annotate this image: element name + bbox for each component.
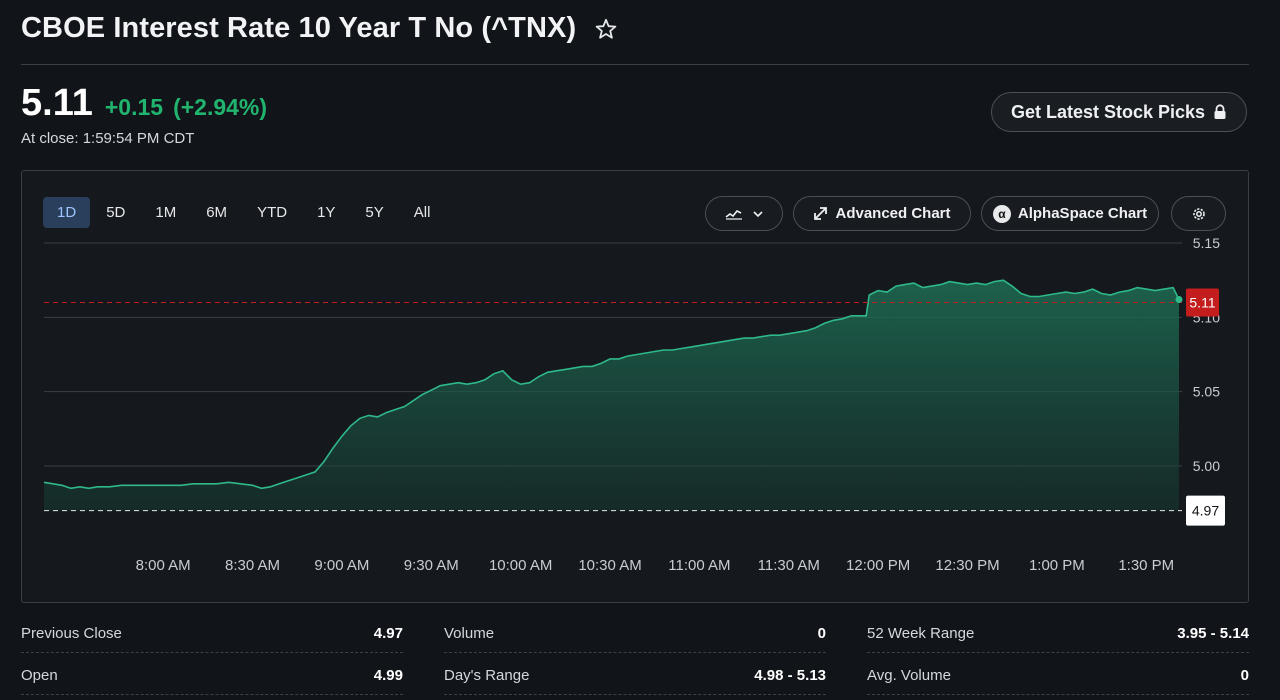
- x-tick-label: 11:00 AM: [668, 557, 730, 574]
- stat-label: Volume: [444, 624, 495, 642]
- chart-settings-button[interactable]: [1171, 196, 1226, 231]
- stat-label: Day's Range: [444, 666, 530, 684]
- chart-type-dropdown[interactable]: [705, 196, 783, 231]
- range-tab-all[interactable]: All: [413, 204, 431, 221]
- key-stats: Previous Close 4.97 Open 4.99 Volume 0 D…: [21, 612, 1249, 700]
- x-tick-label: 8:30 AM: [225, 557, 280, 574]
- y-tick-label: 5.00: [1193, 458, 1220, 474]
- x-tick-label: 1:00 PM: [1029, 557, 1085, 574]
- alphaspace-chart-label: AlphaSpace Chart: [1017, 205, 1148, 222]
- stats-column-3: 52 Week Range 3.95 - 5.14 Avg. Volume 0: [867, 612, 1249, 696]
- x-tick-label: 10:30 AM: [578, 557, 641, 574]
- range-tab-1m[interactable]: 1M: [155, 204, 177, 221]
- x-tick-label: 8:00 AM: [136, 557, 191, 574]
- x-tick-label: 9:30 AM: [404, 557, 459, 574]
- price-chart[interactable]: 5.155.105.055.004.975.118:00 AM 8:30 AM 9:…: [22, 171, 1248, 602]
- get-stock-picks-label: Get Latest Stock Picks: [1010, 101, 1206, 122]
- range-tab-6m[interactable]: 6M: [206, 204, 228, 221]
- last-price-dot: [1175, 295, 1183, 303]
- previous-close-marker: [1186, 495, 1225, 526]
- current-price-label: 5.11: [1189, 294, 1215, 310]
- stat-value: 4.99: [373, 666, 403, 684]
- stat-value: 3.95 - 5.14: [1177, 624, 1249, 642]
- stat-value: 4.98 - 5.13: [754, 666, 826, 684]
- range-tab-ytd[interactable]: YTD: [257, 204, 288, 221]
- x-tick-label: 12:00 PM: [846, 557, 910, 574]
- range-tab-1d[interactable]: 1D: [43, 197, 91, 228]
- stat-label: Avg. Volume: [867, 666, 951, 684]
- expand-icon: [814, 207, 828, 220]
- alphaspace-icon: α: [992, 204, 1011, 223]
- stat-avg-volume: Avg. Volume 0: [867, 654, 1249, 696]
- current-price: 5.11: [21, 82, 93, 124]
- line-chart-icon: [725, 209, 742, 220]
- title-row: CBOE Interest Rate 10 Year T No (^TNX): [21, 12, 618, 45]
- lock-icon: [1214, 104, 1226, 119]
- y-tick-label: 5.15: [1193, 235, 1220, 251]
- stats-column-1: Previous Close 4.97 Open 4.99: [21, 612, 403, 696]
- current-price-marker: [1186, 288, 1219, 317]
- stat-previous-close: Previous Close 4.97: [21, 612, 403, 654]
- stat-open: Open 4.99: [21, 654, 403, 696]
- chevron-down-icon: [752, 210, 763, 217]
- price-change: +0.15: [104, 94, 164, 120]
- get-stock-picks-button[interactable]: Get Latest Stock Picks: [991, 92, 1247, 132]
- gear-icon: [1192, 207, 1205, 220]
- stat-label: 52 Week Range: [867, 624, 975, 642]
- y-tick-label: 5.05: [1193, 384, 1220, 400]
- quote-row: 5.11 +0.15 (+2.94%): [21, 82, 267, 125]
- header-divider: [21, 64, 1249, 65]
- stat-volume: Volume 0: [444, 612, 826, 654]
- alphaspace-chart-button[interactable]: α AlphaSpace Chart: [981, 196, 1159, 231]
- x-tick-label: 10:00 AM: [489, 557, 552, 574]
- range-tabs: 1D 5D 1M 6M YTD 1Y 5Y All: [43, 197, 446, 228]
- stat-value: 0: [817, 624, 826, 642]
- range-tab-5y[interactable]: 5Y: [365, 204, 384, 221]
- star-icon[interactable]: [594, 17, 618, 41]
- previous-close-label: 4.97: [1192, 503, 1219, 519]
- page-title: CBOE Interest Rate 10 Year T No (^TNX): [21, 12, 577, 44]
- stat-value: 4.97: [373, 624, 403, 642]
- stat-52-week-range: 52 Week Range 3.95 - 5.14: [867, 612, 1249, 654]
- close-time: At close: 1:59:54 PM CDT: [21, 130, 195, 147]
- price-area: [44, 280, 1179, 511]
- chart-card: 1D 5D 1M 6M YTD 1Y 5Y All Advanced Chart α Alph…: [21, 170, 1249, 603]
- stats-column-2: Volume 0 Day's Range 4.98 - 5.13: [444, 612, 826, 696]
- price-change-percent: (+2.94%): [173, 94, 268, 120]
- x-tick-label: 1:30 PM: [1118, 557, 1174, 574]
- advanced-chart-label: Advanced Chart: [835, 205, 951, 222]
- x-tick-label: 12:30 PM: [935, 557, 999, 574]
- stat-value: 0: [1240, 666, 1249, 684]
- x-tick-label: 11:30 AM: [758, 557, 820, 574]
- range-tab-5d[interactable]: 5D: [106, 204, 126, 221]
- stat-label: Open: [21, 666, 58, 684]
- advanced-chart-button[interactable]: Advanced Chart: [793, 196, 971, 231]
- range-tab-1y[interactable]: 1Y: [317, 204, 336, 221]
- price-line: [43, 279, 1180, 490]
- stat-days-range: Day's Range 4.98 - 5.13: [444, 654, 826, 696]
- x-tick-label: 9:00 AM: [314, 557, 369, 574]
- stat-label: Previous Close: [21, 624, 122, 642]
